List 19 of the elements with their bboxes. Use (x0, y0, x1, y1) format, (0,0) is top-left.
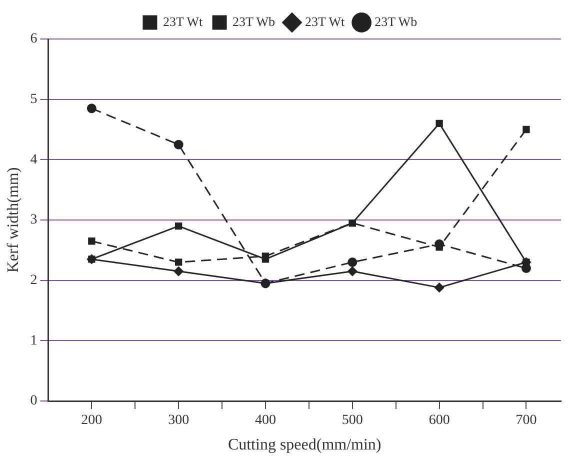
y-tick-label: 4 (30, 152, 38, 168)
y-tick-label: 2 (30, 273, 38, 288)
legend-label: 23T Wb (374, 14, 418, 29)
x-tick-label: 400 (254, 413, 276, 428)
x-tick-label: 500 (342, 413, 363, 428)
x-tick-label: 200 (81, 413, 102, 428)
legend-label: 23T Wb (232, 14, 276, 29)
legend-label: 23T Wt (162, 14, 203, 29)
y-axis-title: Kerf width(mm) (4, 167, 22, 273)
y-tick-label: 1 (30, 333, 38, 348)
y-tick-label: 5 (30, 92, 38, 108)
legend-label: 23T Wt (305, 14, 345, 29)
y-tick-label: 3 (30, 212, 38, 228)
x-axis-title: Cutting speed(mm/min) (228, 436, 382, 454)
x-tick-label: 300 (168, 413, 190, 428)
y-tick-label: 0 (30, 394, 38, 409)
y-tick-label: 6 (30, 32, 38, 47)
x-tick-label: 600 (428, 413, 450, 428)
x-tick-label: 700 (516, 413, 537, 428)
